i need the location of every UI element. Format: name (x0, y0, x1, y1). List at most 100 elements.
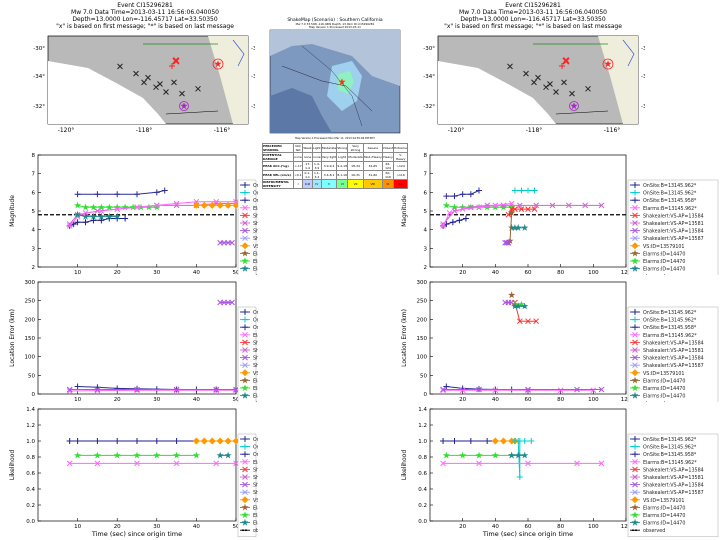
data-point (631, 518, 639, 526)
legend-label: OnSite:B=13145.962* (643, 191, 697, 197)
data-point (631, 264, 639, 272)
data-point (521, 451, 529, 459)
x-tick-label: 120 (621, 524, 632, 530)
series-purple (66, 386, 239, 393)
data-point (232, 437, 240, 445)
first-message-marker (172, 57, 180, 65)
data-point (232, 201, 240, 209)
scale-cell: Light (336, 152, 349, 162)
data-point (531, 206, 538, 212)
map-y-tick-label: -34° (641, 74, 645, 80)
ocean (438, 61, 556, 124)
last-message-marker (212, 58, 224, 70)
x-tick-label: 10 (74, 397, 81, 402)
data-point (632, 197, 638, 204)
legend-label: OnSite:B=13145.962* (253, 318, 258, 324)
y-tick-label: 300 (25, 280, 36, 286)
scale-cell: .17-1.4 (302, 161, 313, 171)
data-point (516, 474, 523, 480)
data-point (66, 438, 73, 444)
data-point (81, 203, 90, 211)
series-navy (74, 187, 168, 198)
data-point (122, 215, 129, 222)
data-point (105, 203, 113, 211)
data-point (553, 89, 559, 95)
plot-area (37, 281, 237, 395)
legend-label: OnSite:B=13145.962* (643, 445, 697, 451)
right-header: Event CI15296281 Mw 7.0 Data Time=2013-0… (408, 2, 658, 30)
data-point (153, 189, 160, 196)
data-point (200, 201, 208, 209)
legend-label: Elarms:ID=14470 (643, 505, 685, 511)
legend-label: Shakealert:VS-AP=13581 (253, 475, 258, 481)
data-point (632, 189, 638, 196)
scale-cell: 8.1-16 (336, 170, 349, 180)
data-point (173, 200, 180, 207)
data-point (114, 191, 121, 198)
data-point (242, 309, 248, 315)
data-point (233, 460, 239, 467)
data-point (179, 90, 185, 97)
shakemap-image: ShakeMap (Scenario) : Southern Californi… (269, 17, 401, 140)
data-point (476, 386, 482, 393)
y-tick-label: 1.2 (418, 423, 427, 429)
data-point (569, 90, 575, 97)
border-line (165, 110, 219, 115)
legend-label: Shakealert:VS-AP=13581 (643, 475, 704, 481)
legend-label: Elarms:ID=14470 (643, 394, 685, 400)
data-point (113, 451, 121, 459)
data-point (484, 202, 491, 209)
legend-label: Elarms:B=13145.962* (253, 333, 258, 339)
event-note: "x" is based on first message; "*" is ba… (444, 23, 622, 30)
scale-cell: Mod./Heavy (362, 152, 383, 162)
legend-label: observed (253, 401, 258, 402)
legend: OnSite:B=13145.962*OnSite:B=13145.962*On… (237, 179, 258, 275)
y-tick-label: 4 (424, 228, 428, 234)
y-tick-label: 100 (417, 355, 428, 361)
magnitude-chart-left: 2 3 4 5 6 7 8 10 20 30 40 50 Magnitude OnSite:B=13145… (9, 153, 258, 275)
data-point (89, 203, 98, 211)
series-pink (440, 387, 597, 394)
legend-label: Shakealert:VS-AP=13587 (253, 363, 258, 369)
map-y-tick-label: -32° (33, 104, 45, 110)
data-point (456, 217, 463, 224)
y-tick-label: 5 (424, 209, 428, 215)
legend-label: Shakealert:VS-AP=13584 (253, 213, 258, 219)
legend-label: Shakealert:VS-AP=13584 (253, 356, 258, 362)
scale-cell: V (320, 179, 338, 189)
legend-label: observed (253, 528, 258, 534)
data-point (518, 206, 525, 212)
y-tick-label: 6 (32, 190, 36, 196)
series-green (74, 451, 200, 459)
data-point (192, 451, 200, 459)
desert-region (598, 36, 638, 124)
data-point (561, 79, 567, 86)
legend: OnSite:B=13145.962*OnSite:B=13145.962*On… (627, 433, 719, 538)
data-point (574, 386, 580, 393)
series-line (442, 203, 512, 227)
y-tick-label: 1.0 (418, 439, 427, 445)
map-y-tick-label: -30° (251, 46, 255, 52)
legend-box (237, 179, 257, 275)
data-point (508, 224, 516, 231)
data-point (632, 227, 638, 234)
legend-label: VS:ID=13579101 (643, 498, 685, 504)
data-point (242, 316, 248, 323)
data-point (632, 212, 638, 219)
legend-label: Elarms:B=13145.962* (253, 460, 258, 466)
data-point (467, 191, 474, 198)
scale-cell: 1.1-3.4 (311, 170, 322, 180)
data-point (242, 212, 248, 219)
y-tick-label: 0.8 (26, 455, 35, 461)
x-tick-label: 20 (459, 524, 466, 530)
y-tick-label: 200 (25, 317, 36, 323)
x-tick-label: 40 (193, 270, 200, 275)
data-point (213, 198, 220, 205)
data-point (242, 481, 248, 488)
legend-label: observed (643, 274, 665, 275)
data-point (440, 223, 446, 229)
legend-label: Elarms:ID=14470 (643, 513, 685, 519)
data-point (216, 437, 224, 445)
x-tick-label: 100 (588, 397, 599, 402)
legend-label: Elarms:ID=14470 (643, 251, 685, 257)
